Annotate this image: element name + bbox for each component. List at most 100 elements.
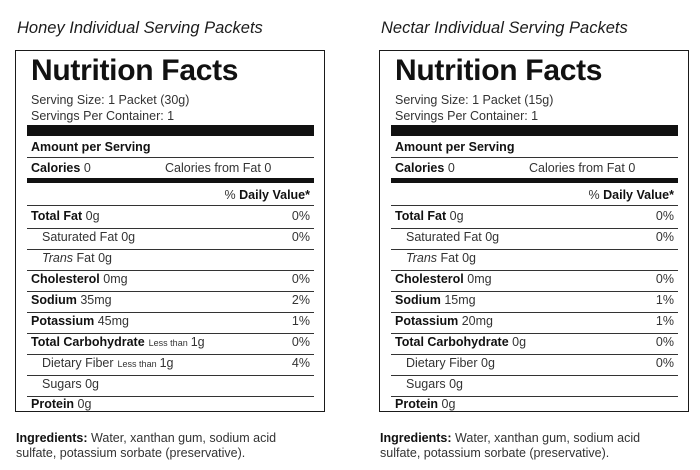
divider (27, 333, 314, 334)
nutrient-label-italic: Trans (406, 251, 438, 265)
saturated-fat-row: Saturated Fat 0g 0% (395, 230, 674, 248)
nutrition-facts-label: Nutrition Facts Serving Size: 1 Packet (… (379, 50, 689, 412)
nutrient-label: Dietary Fiber (406, 356, 478, 370)
total-fat-row: Total Fat 0g 0% (31, 209, 310, 227)
divider (391, 270, 678, 271)
nutrient-amount: 0mg (103, 272, 128, 286)
divider (391, 249, 678, 250)
divider (391, 157, 678, 158)
nutrition-facts-label: Nutrition Facts Serving Size: 1 Packet (… (15, 50, 325, 412)
saturated-fat-row: Saturated Fat 0g 0% (31, 230, 310, 248)
nutrient-label: Total Fat (31, 209, 83, 223)
nutrient-percent: 0% (291, 209, 310, 223)
amount-per-serving-label: Amount per Serving (31, 140, 151, 154)
nutrient-label: Total Carbohydrate (31, 335, 145, 349)
nutrient-amount: 15mg (444, 293, 476, 307)
thick-divider (27, 125, 314, 136)
divider (27, 354, 314, 355)
total-fat-row: Total Fat 0g 0% (395, 209, 674, 227)
calories-label: Calories (395, 161, 445, 175)
total-carbohydrate-row: Total Carbohydrate Less than 1g 0% (31, 335, 310, 353)
nutrient-label: Dietary Fiber (42, 356, 114, 370)
trans-fat-row: Trans Fat 0g (395, 251, 674, 269)
nutrient-label: Saturated Fat (406, 230, 482, 244)
nutrient-amount: 0g (77, 397, 92, 411)
nutrient-amount: 0g (485, 230, 500, 244)
ingredients-label: Ingredients: (16, 431, 88, 445)
nutrient-label: Potassium (395, 314, 459, 328)
nutrient-label: Fat (440, 251, 459, 265)
thick-divider (391, 125, 678, 136)
calories-from-fat: Calories from Fat 0 (529, 161, 636, 175)
nutrient-amount: 0g (449, 377, 463, 391)
nutrient-label: Sugars (42, 377, 82, 391)
nutrient-percent: 1% (655, 293, 674, 307)
calories-row: Calories 0 Calories from Fat 0 (31, 161, 310, 179)
ingredients-text: Water, xanthan gum, sodium acid sulfate,… (16, 431, 277, 460)
nutrient-percent: 0% (291, 272, 310, 286)
nutrient-label: Sodium (31, 293, 77, 307)
nutrient-amount: 0g (98, 251, 112, 265)
nutrient-label: Sodium (395, 293, 441, 307)
protein-row: Protein 0g (395, 397, 674, 415)
nutrient-amount: 0g (85, 209, 100, 223)
sugars-row: Sugars 0g (31, 377, 310, 395)
label-title: Nutrition Facts (395, 54, 603, 87)
ingredients: Ingredients: Water, xanthan gum, sodium … (380, 431, 680, 461)
sodium-row: Sodium 15mg 1% (395, 293, 674, 311)
divider (27, 312, 314, 313)
servings-per-container: Servings Per Container: 1 (31, 109, 175, 123)
nutrient-label: Potassium (31, 314, 95, 328)
calories-from-fat: Calories from Fat 0 (165, 161, 272, 175)
divider (27, 249, 314, 250)
amount-per-serving-row: Amount per Serving (31, 140, 310, 158)
nutrient-amount: 0g (512, 335, 527, 349)
cholesterol-row: Cholesterol 0mg 0% (395, 272, 674, 290)
nutrient-qualifier: Less than (117, 359, 157, 369)
daily-value-prefix: % (588, 188, 604, 202)
label-title: Nutrition Facts (31, 54, 239, 87)
divider (391, 333, 678, 334)
amount-per-serving-row: Amount per Serving (395, 140, 674, 158)
nutrient-percent: 0% (655, 335, 674, 349)
nutrient-label: Cholesterol (31, 272, 100, 286)
nutrient-label: Protein (31, 397, 75, 411)
nutrient-percent: 0% (291, 230, 310, 244)
nutrient-amount: 0g (449, 209, 464, 223)
nutrient-percent: 1% (291, 314, 310, 328)
nutrient-percent: 1% (655, 314, 674, 328)
divider (27, 270, 314, 271)
potassium-row: Potassium 45mg 1% (31, 314, 310, 332)
nutrient-percent: 0% (655, 209, 674, 223)
panel-heading: Honey Individual Serving Packets (17, 19, 263, 37)
ingredients-label: Ingredients: (380, 431, 452, 445)
protein-row: Protein 0g (31, 397, 310, 415)
cholesterol-row: Cholesterol 0mg 0% (31, 272, 310, 290)
calories-row: Calories 0 Calories from Fat 0 (395, 161, 674, 179)
divider (391, 375, 678, 376)
calories-value: 0 (447, 161, 455, 175)
nutrient-amount: 45mg (97, 314, 129, 328)
divider (27, 205, 314, 206)
divider (391, 291, 678, 292)
calories-label: Calories (31, 161, 81, 175)
nutrient-label: Total Fat (395, 209, 447, 223)
nutrient-amount: 0g (441, 397, 456, 411)
nutrient-percent: 0% (291, 335, 310, 349)
nutrient-label: Cholesterol (395, 272, 464, 286)
medium-divider (27, 178, 314, 183)
divider (27, 396, 314, 397)
nutrient-amount: 0g (462, 251, 476, 265)
total-carbohydrate-row: Total Carbohydrate 0g 0% (395, 335, 674, 353)
panel-heading: Nectar Individual Serving Packets (381, 19, 628, 37)
daily-value-prefix: % (224, 188, 240, 202)
nutrient-label: Protein (395, 397, 439, 411)
calories-value: 0 (83, 161, 91, 175)
divider (391, 396, 678, 397)
nutrient-percent: 4% (291, 356, 310, 370)
amount-per-serving-label: Amount per Serving (395, 140, 515, 154)
daily-value-row: % Daily Value* (31, 188, 310, 206)
dietary-fiber-row: Dietary Fiber 0g 0% (395, 356, 674, 374)
divider (27, 228, 314, 229)
nutrient-qualifier: Less than (148, 338, 188, 348)
